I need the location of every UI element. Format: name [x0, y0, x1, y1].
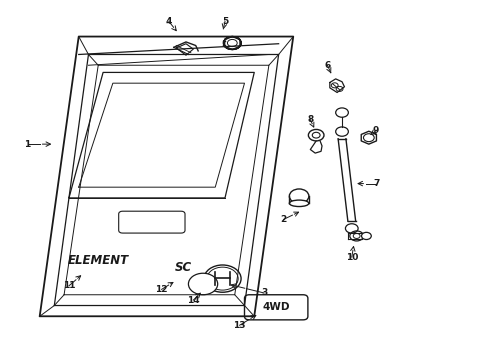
Ellipse shape [289, 200, 308, 207]
Text: 13: 13 [233, 321, 245, 330]
Text: 4: 4 [165, 17, 172, 26]
Circle shape [335, 127, 347, 136]
Text: 12: 12 [155, 285, 167, 294]
Text: 10: 10 [345, 253, 357, 262]
Text: 8: 8 [306, 115, 313, 124]
Text: 11: 11 [62, 281, 75, 290]
Text: 5: 5 [222, 17, 228, 26]
Circle shape [335, 108, 347, 117]
Text: 14: 14 [186, 296, 199, 305]
Circle shape [289, 189, 308, 203]
Text: 3: 3 [260, 288, 266, 297]
Text: 9: 9 [372, 126, 379, 135]
Text: 7: 7 [372, 179, 379, 188]
Text: 2: 2 [280, 215, 286, 224]
Text: 4WD: 4WD [262, 302, 289, 312]
Circle shape [345, 224, 357, 233]
Circle shape [188, 273, 217, 295]
Circle shape [361, 232, 370, 239]
Circle shape [308, 130, 324, 141]
Text: SC: SC [175, 261, 192, 274]
Text: 1: 1 [24, 140, 31, 149]
Circle shape [203, 265, 241, 292]
Text: 6: 6 [324, 61, 330, 70]
Text: ELEMENT: ELEMENT [67, 254, 128, 267]
